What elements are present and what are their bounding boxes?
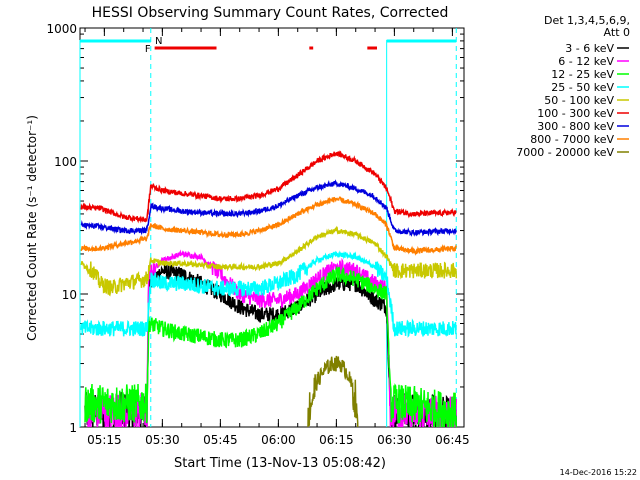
legend-label-4: 50 - 100 keV	[544, 94, 614, 107]
x-tick-label: 05:30	[145, 433, 180, 447]
legend-label-2: 12 - 25 keV	[551, 68, 614, 81]
y-tick-label: 1000	[46, 22, 77, 36]
data-series-group	[80, 150, 458, 427]
chart-title: HESSI Observing Summary Count Rates, Cor…	[92, 5, 449, 21]
x-tick-label: 06:00	[261, 433, 296, 447]
legend-title-line1: Det 1,3,4,5,6,9,	[544, 14, 630, 27]
x-tick-label: 05:45	[203, 433, 238, 447]
series-line-3	[80, 250, 458, 338]
x-tick-label: 05:15	[87, 433, 122, 447]
series-line-7	[80, 196, 458, 256]
legend-label-0: 3 - 6 keV	[565, 42, 614, 55]
legend-label-6: 300 - 800 keV	[537, 120, 614, 133]
x-tick-label: 06:15	[319, 433, 354, 447]
legend-label-7: 800 - 7000 keV	[530, 133, 614, 146]
y-tick-label: 1	[69, 421, 77, 435]
series-line-2	[84, 265, 458, 427]
legend-title-line2: Att 0	[604, 26, 630, 39]
footer-date: 14-Dec-2016 15:22	[560, 468, 637, 477]
series-line-4	[80, 225, 458, 297]
series-line-5	[80, 150, 457, 224]
night-flag-label: N	[155, 36, 162, 47]
series-line-6	[80, 179, 458, 237]
y-tick-label: 10	[62, 288, 77, 302]
flare-flag-label: F	[145, 44, 151, 55]
legend-label-5: 100 - 300 keV	[537, 107, 614, 120]
y-axis-label: Corrected Count Rate (s⁻¹ detector⁻¹)	[25, 115, 39, 341]
y-tick-label: 100	[54, 155, 77, 169]
legend-label-1: 6 - 12 keV	[558, 55, 614, 68]
plot-area: 1 10 100 1000 05:15 05:30 05:45 06:00 06:15 06:30…	[46, 22, 470, 447]
x-tick-label: 06:30	[377, 433, 412, 447]
legend-label-8: 7000 - 20000 keV	[516, 146, 614, 159]
x-axis-label: Start Time (13-Nov-13 05:08:42)	[174, 456, 386, 471]
legend-label-3: 25 - 50 keV	[551, 81, 614, 94]
x-tick-label: 06:45	[435, 433, 470, 447]
